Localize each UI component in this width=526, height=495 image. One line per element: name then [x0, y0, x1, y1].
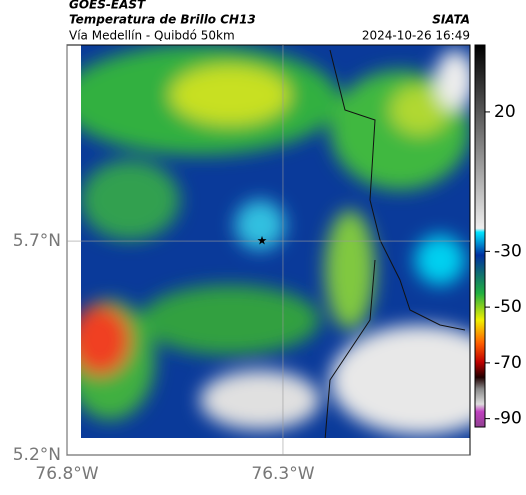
station-marker: ★ — [257, 234, 268, 248]
lat-tick-label: 5.7°N — [13, 231, 61, 251]
colorbar-tick-label: 20 — [494, 102, 516, 122]
agency: SIATA — [432, 13, 470, 27]
subtitle: Vía Medellín - Quibdó 50km — [69, 29, 235, 43]
colorbar — [474, 44, 486, 428]
source: GOES-EAST — [69, 0, 146, 12]
satellite-image — [81, 45, 470, 438]
lat-tick-label: 5.2°N — [13, 445, 61, 465]
colorbar-tick-label: -30 — [494, 241, 522, 261]
datetime: 2024-10-26 16:49 — [362, 29, 470, 43]
lon-tick-label: 76.3°W — [251, 464, 314, 484]
lon-tick-label: 76.8°W — [35, 464, 98, 484]
colorbar-tick-label: -50 — [494, 297, 522, 317]
title: Temperatura de Brillo CH13 — [69, 13, 256, 27]
colorbar-tick-label: -90 — [494, 409, 522, 429]
colorbar-tick-label: -70 — [494, 353, 522, 373]
